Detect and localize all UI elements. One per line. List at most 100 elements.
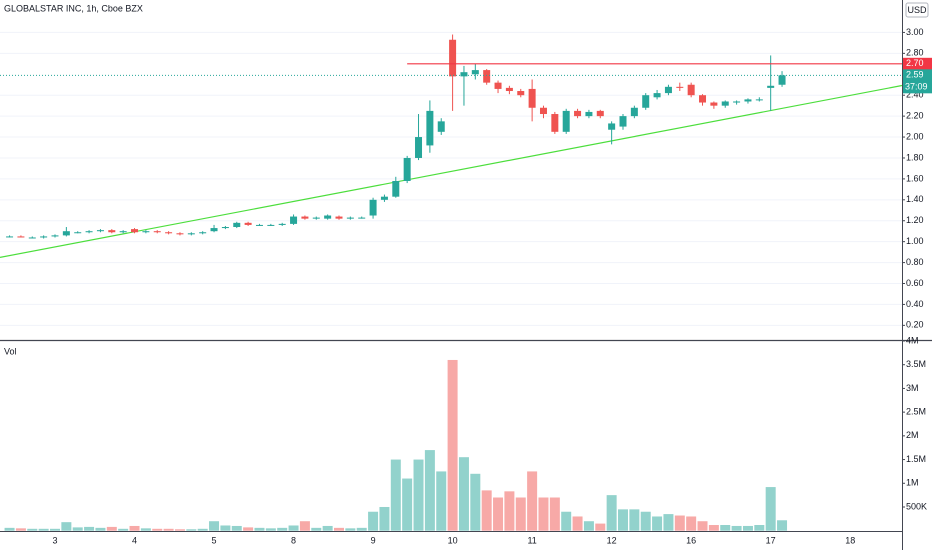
volume-bar [652, 516, 663, 531]
y-tick-label: 1.40 [906, 194, 924, 204]
candle-body [471, 70, 479, 75]
candle-body [221, 227, 229, 229]
volume-bar [106, 526, 117, 531]
x-tick-label: 5 [212, 535, 217, 545]
candle-body [664, 86, 672, 94]
candle-body [460, 72, 468, 77]
candle-body [267, 224, 275, 226]
volume-bar [470, 473, 481, 531]
candle-body [551, 114, 559, 132]
volume-bar [629, 509, 640, 531]
y-tick-label: 2.40 [906, 90, 924, 100]
volume-bar [197, 528, 208, 531]
volume-bar [493, 497, 504, 531]
y-tick-label: 3.00 [906, 27, 924, 37]
trendline [0, 84, 903, 258]
volume-bar [345, 528, 356, 531]
volume-bar [209, 521, 220, 531]
x-tick-label: 10 [448, 535, 458, 545]
candle-body [301, 216, 309, 219]
volume-bar [515, 497, 526, 531]
x-tick-label: 12 [607, 535, 617, 545]
x-tick-label: 3 [52, 535, 57, 545]
y-tick-label: 2.5M [906, 407, 926, 417]
volume-bar [640, 511, 651, 531]
candle-body [176, 233, 184, 235]
volume-bar [72, 527, 83, 531]
y-tick-label: 1M [906, 478, 919, 488]
candle-body [85, 231, 93, 233]
volume-bar [61, 522, 72, 531]
candle-body [346, 217, 354, 219]
volume-bar [174, 529, 185, 531]
y-tick-label: 0.80 [906, 257, 924, 267]
candle-body [539, 107, 547, 115]
candle-body [653, 93, 661, 98]
candle-body [153, 231, 161, 233]
candle-body [733, 101, 741, 103]
candle-body [676, 86, 684, 88]
x-tick-label: 8 [291, 535, 296, 545]
volume-bar [561, 511, 572, 531]
candle-body [415, 137, 423, 158]
volume-bar [379, 506, 390, 531]
candle-body [619, 116, 627, 127]
volume-bar [38, 528, 49, 531]
candle-body [528, 88, 536, 108]
x-tick-label: 9 [371, 535, 376, 545]
candle-body [335, 216, 343, 219]
candle-body [642, 95, 650, 108]
volume-bar [572, 516, 583, 531]
volume-bar [186, 529, 197, 531]
candle-body [699, 95, 707, 103]
candle-body [28, 237, 36, 239]
volume-bar [618, 509, 628, 531]
volume-bar [402, 478, 413, 531]
volume-bar [152, 528, 163, 531]
currency-box[interactable] [905, 2, 929, 18]
y-tick-label: 0.40 [906, 299, 924, 309]
candle-body [437, 121, 445, 132]
candle-body [165, 232, 173, 234]
volume-bar [277, 527, 288, 531]
y-tick-label: 2.20 [906, 110, 924, 120]
volume-bar [777, 520, 788, 531]
candle-body [74, 232, 82, 234]
volume-bar [663, 514, 674, 531]
volume-bar [686, 516, 697, 531]
candle-body [721, 101, 729, 106]
candle-body [312, 217, 320, 219]
volume-bar [356, 527, 367, 531]
y-tick-label: 1.20 [906, 215, 924, 225]
candle-body [358, 217, 366, 219]
candle-body [403, 157, 411, 181]
y-tick-label: 3.5M [906, 359, 926, 369]
candle-body [210, 228, 218, 232]
x-tick-label: 18 [845, 535, 855, 545]
volume-bar [754, 525, 765, 531]
candle-body [596, 110, 604, 117]
y-tick-label: 1.60 [906, 173, 924, 183]
volume-bar [458, 457, 469, 531]
x-tick-label: 4 [132, 535, 137, 545]
volume-bar [765, 487, 776, 531]
volume-bar [674, 515, 685, 531]
candle-body [119, 231, 127, 233]
candle-body [278, 223, 286, 225]
chart-title: GLOBALSTAR INC, 1h, Cboe BZX [4, 3, 143, 13]
candle-body [767, 85, 775, 88]
last-price-label: 2.59 [906, 70, 924, 80]
volume-bar [15, 528, 26, 531]
volume-bar [288, 525, 299, 531]
candle-body [51, 235, 59, 237]
volume-bar [129, 525, 140, 531]
candle-body [574, 110, 582, 117]
volume-bar [4, 527, 15, 531]
volume-bar [140, 528, 151, 531]
volume-bar [538, 497, 549, 531]
y-tick-label: 3M [906, 383, 919, 393]
volume-bar [708, 525, 719, 531]
candle-body [562, 110, 570, 132]
